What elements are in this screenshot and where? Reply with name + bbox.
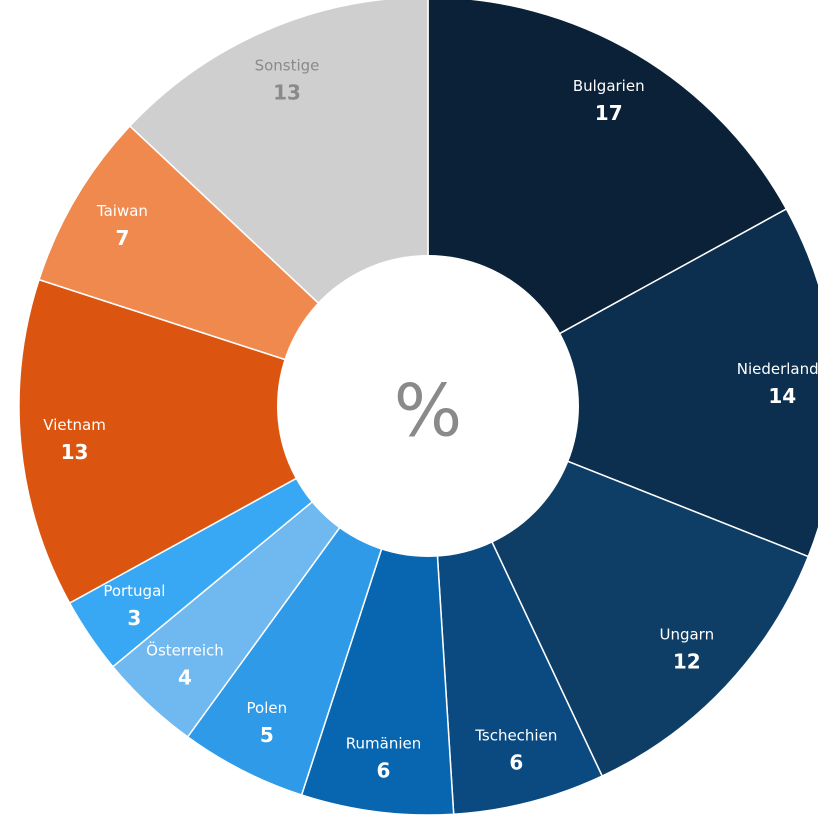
slice-label: Taiwan [96,202,148,220]
value-label: 17 [595,101,623,125]
value-label: 5 [260,723,274,747]
donut-hole [277,255,579,557]
slice-label: Ungarn [659,626,714,644]
slice-label: Tschechien [474,726,557,744]
slice [18,278,430,605]
slice-label: Niederlande [737,360,818,378]
value-label: 12 [673,650,701,674]
slice-label: Bulgarien [573,77,645,95]
slice-label: Vietnam [43,416,106,434]
value-label: 6 [509,750,523,774]
slice-label: Portugal [103,582,165,600]
value-label: 13 [273,81,301,105]
value-label: 7 [115,226,129,250]
value-label: 3 [127,606,141,630]
slice [426,207,818,558]
value-label: 13 [61,440,89,464]
value-label: 14 [768,384,796,408]
slice-label: Polen [247,699,288,717]
center-label: % [394,369,462,453]
slice-label: Rumänien [346,735,421,753]
value-label: 4 [178,665,192,689]
slice-label: Sonstige [255,57,320,75]
slice-label: Österreich [146,640,224,659]
value-label: 6 [377,759,391,783]
